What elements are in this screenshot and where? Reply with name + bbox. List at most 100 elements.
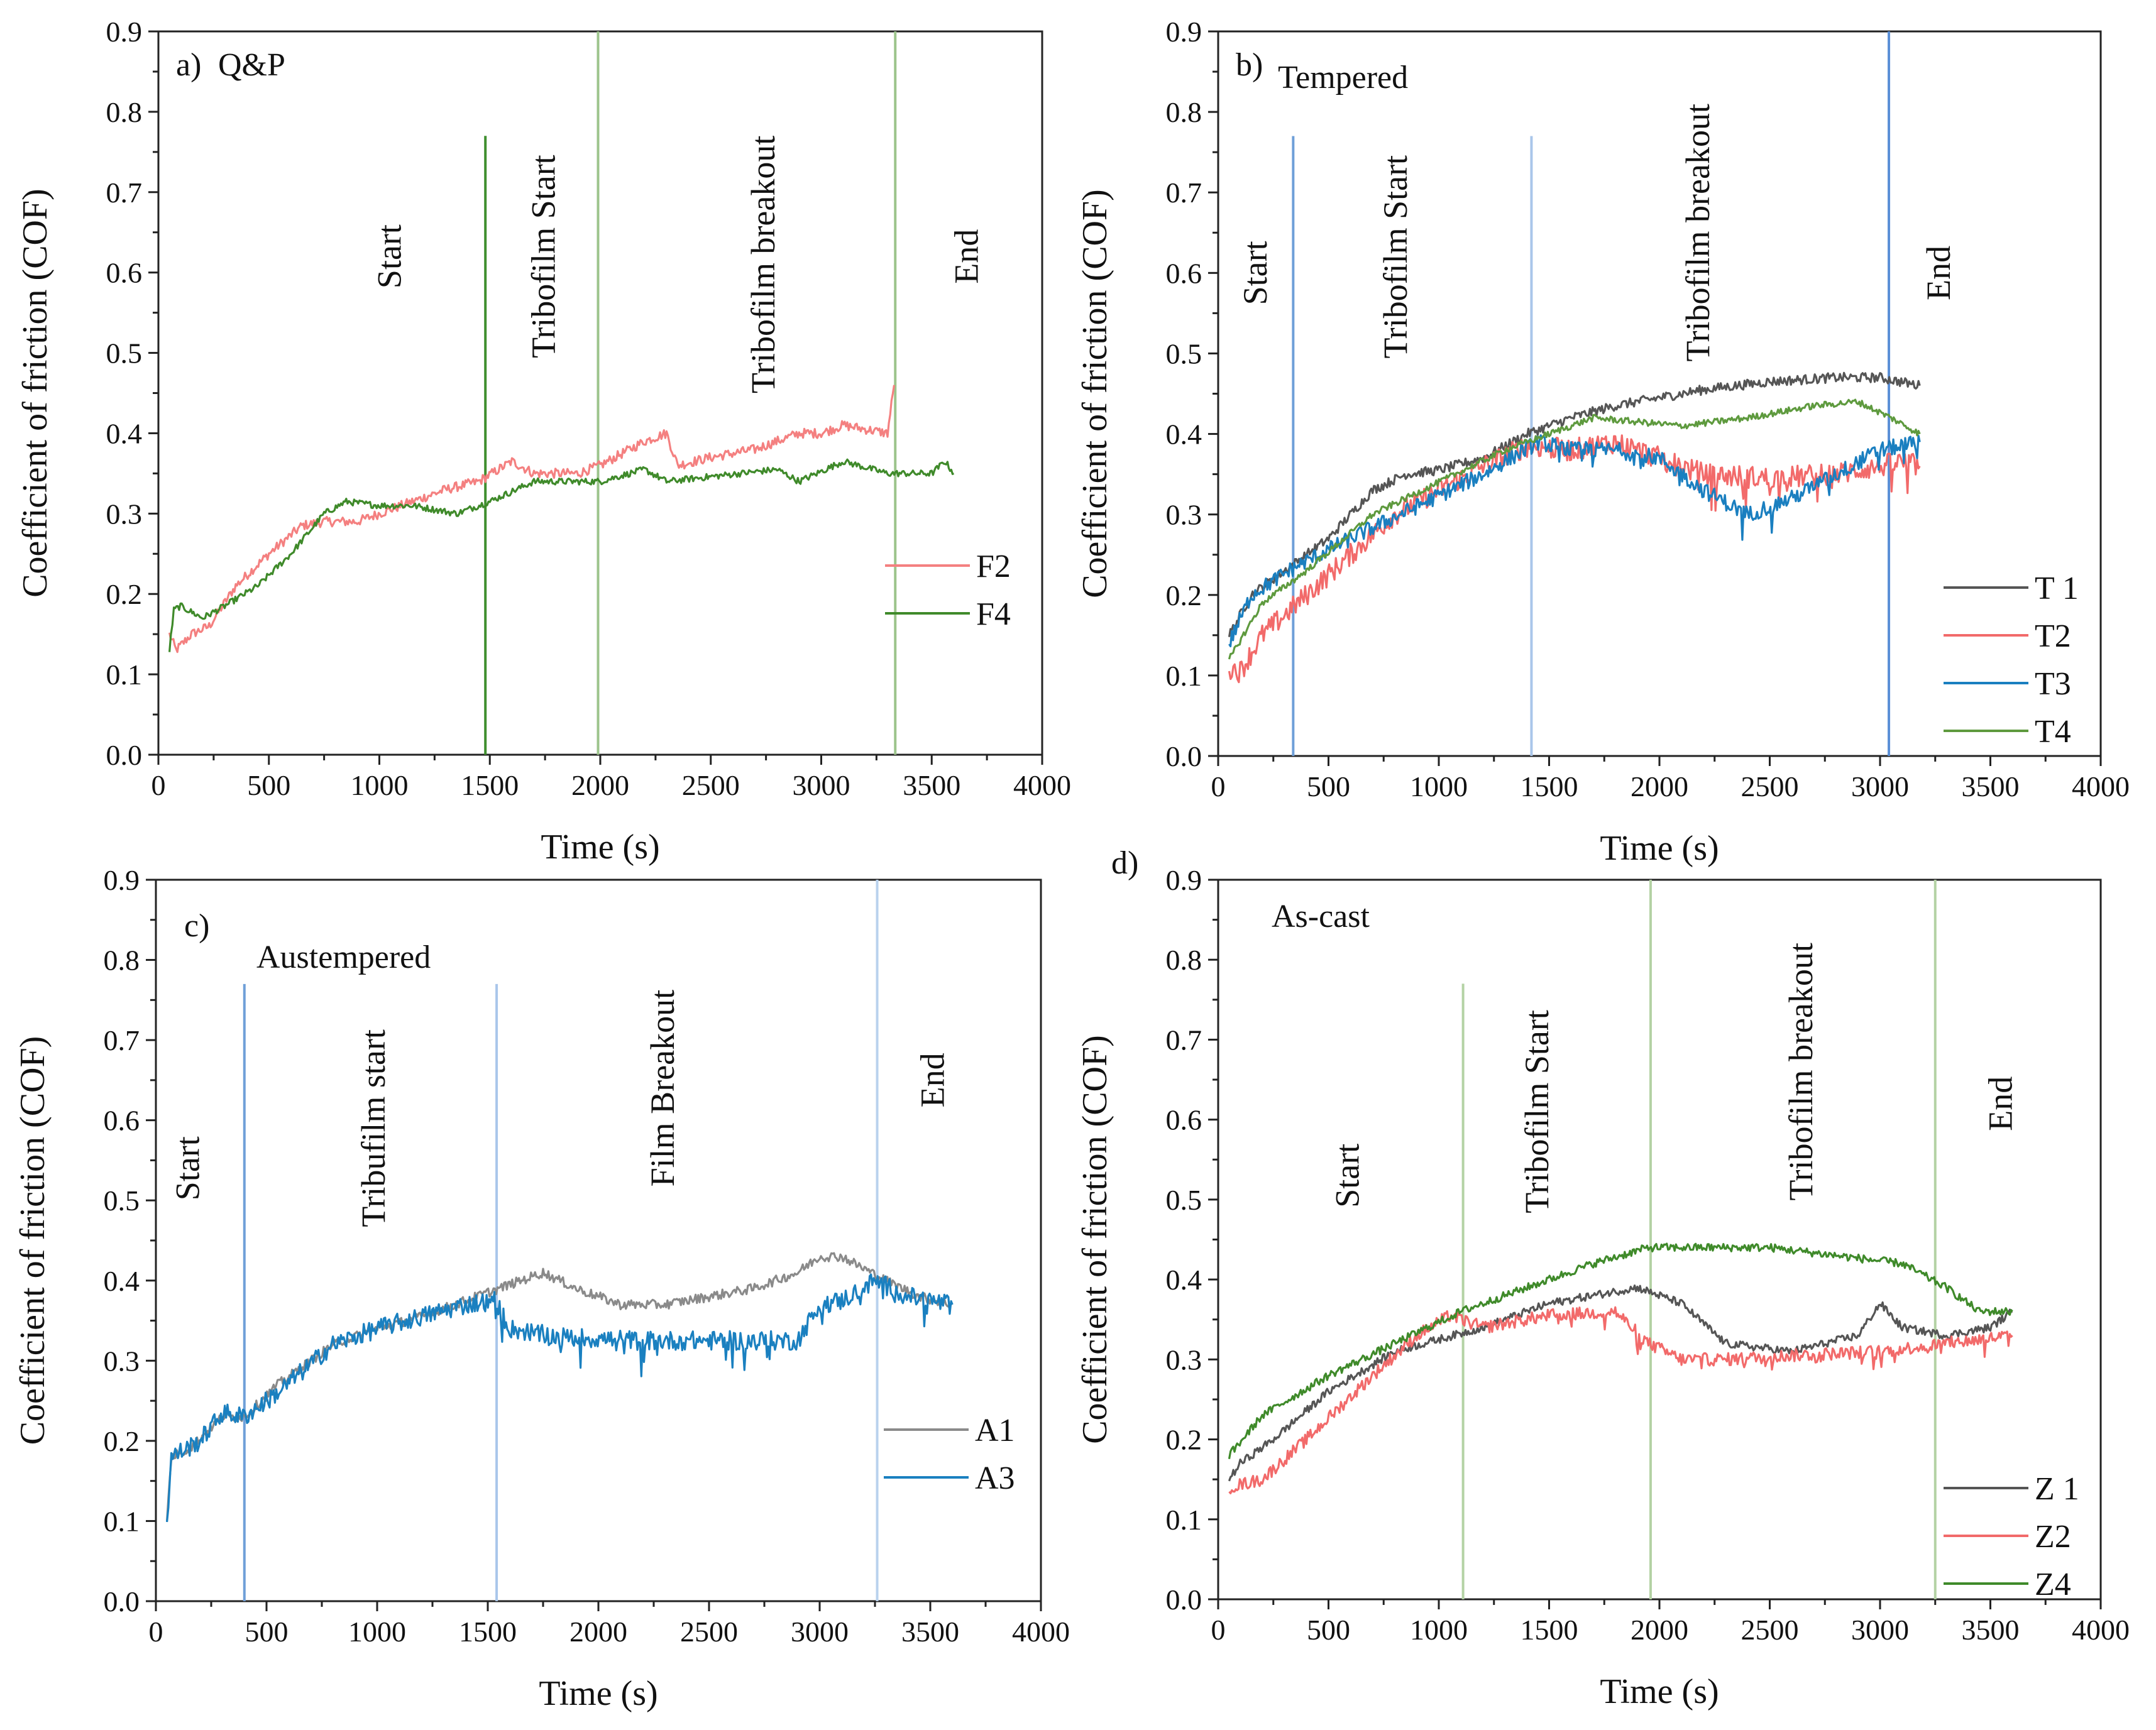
y-tick-label: 0.8 <box>1166 944 1202 976</box>
panel-title: Tempered <box>1278 60 1408 96</box>
y-tick-label: 0.1 <box>1166 660 1202 692</box>
y-axis-title: Coefficient of friction (COF) <box>16 189 55 598</box>
panel-title: As-cast <box>1272 899 1370 934</box>
x-tick-label: 3500 <box>1962 770 2020 802</box>
y-tick-label: 0.2 <box>104 1425 140 1457</box>
panel-label: d) <box>1111 845 1138 881</box>
y-axis-title: Coefficient of friction (COF) <box>1075 1035 1114 1444</box>
x-tick-label: 3500 <box>1962 1614 2020 1646</box>
x-tick-label: 2500 <box>682 769 740 801</box>
y-tick-label: 0.2 <box>1166 1424 1202 1456</box>
y-tick-label: 0.8 <box>104 944 140 977</box>
phase-annotation: End <box>947 229 985 284</box>
x-tick-label: 1500 <box>461 769 519 801</box>
y-tick-label: 0.3 <box>1166 499 1202 531</box>
y-axis-title: Coefficient of friction (COF) <box>1075 189 1114 598</box>
series-line-t1 <box>1228 371 1921 637</box>
phase-annotation: Start <box>1236 241 1274 305</box>
phase-annotation: Start <box>1329 1144 1367 1208</box>
x-tick-label: 3000 <box>793 769 850 801</box>
series-line-t4 <box>1228 398 1921 660</box>
y-tick-label: 0.5 <box>1166 1184 1202 1216</box>
legend-label: F4 <box>976 596 1011 632</box>
x-tick-label: 3000 <box>1851 770 1909 802</box>
x-axis-title: Time (s) <box>1600 1672 1719 1711</box>
x-tick-label: 2000 <box>571 769 629 801</box>
y-tick-label: 0.1 <box>1166 1504 1202 1536</box>
legend-label: T3 <box>2035 666 2071 702</box>
x-tick-label: 0 <box>149 1616 163 1648</box>
y-tick-label: 0.3 <box>1166 1344 1202 1376</box>
x-tick-label: 1000 <box>1410 1614 1468 1646</box>
x-tick-label: 500 <box>247 769 290 801</box>
y-tick-label: 0.1 <box>106 659 143 691</box>
x-tick-label: 1500 <box>459 1616 517 1648</box>
series-line-z1 <box>1228 1284 2013 1482</box>
legend-label: T 1 <box>2035 571 2079 606</box>
series-line-f2 <box>168 385 896 654</box>
x-tick-label: 0 <box>1211 770 1226 802</box>
x-tick-label: 1000 <box>1410 770 1468 802</box>
y-tick-label: 0.0 <box>1166 1584 1202 1616</box>
x-tick-label: 1500 <box>1521 770 1578 802</box>
phase-annotation: Tribofilm Start <box>1377 155 1414 359</box>
y-tick-label: 0.2 <box>106 578 143 610</box>
phase-annotation: Tribufilm start <box>355 1029 392 1227</box>
chart-panel-a: 0 500 1000 1500 2000 2500 3000 3500 4000 0.0 0.1 0.… <box>16 16 1071 867</box>
legend-label: T4 <box>2035 714 2071 750</box>
y-axis-title: Coefficient of friction (COF) <box>13 1036 52 1445</box>
y-tick-label: 0.9 <box>106 16 143 48</box>
phase-annotation: End <box>914 1053 952 1107</box>
x-tick-label: 500 <box>1307 770 1350 802</box>
legend-label: Z 1 <box>2035 1471 2079 1507</box>
x-tick-label: 500 <box>1307 1614 1350 1646</box>
phase-annotation: End <box>1981 1076 2019 1131</box>
series-line-t3 <box>1228 434 1921 648</box>
x-tick-label: 2500 <box>1741 770 1799 802</box>
x-tick-label: 1000 <box>348 1616 406 1648</box>
x-tick-label: 4000 <box>2072 1614 2130 1646</box>
x-tick-label: 2000 <box>1631 1614 1688 1646</box>
y-tick-label: 0.7 <box>1166 1024 1202 1056</box>
x-tick-label: 2000 <box>569 1616 627 1648</box>
x-tick-label: 3500 <box>903 769 960 801</box>
legend-label: T2 <box>2035 618 2071 654</box>
series-line-a3 <box>166 1273 954 1523</box>
series-line-t2 <box>1228 434 1921 684</box>
y-tick-label: 0.7 <box>1166 177 1202 209</box>
legend-label: A3 <box>975 1460 1015 1496</box>
y-tick-label: 0.4 <box>106 417 143 449</box>
x-tick-label: 2500 <box>680 1616 738 1648</box>
y-tick-label: 0.7 <box>106 177 143 209</box>
y-tick-label: 0.2 <box>1166 579 1202 611</box>
phase-annotation: Film Breakout <box>644 990 681 1186</box>
panel-label: c) <box>184 908 209 944</box>
y-tick-label: 0.4 <box>1166 419 1202 451</box>
y-tick-label: 0.0 <box>106 739 143 771</box>
x-tick-label: 4000 <box>1012 1616 1070 1648</box>
x-tick-label: 0 <box>151 769 166 801</box>
y-tick-label: 0.3 <box>106 498 143 530</box>
phase-annotation: Tribofilm breakout <box>744 136 782 393</box>
panel-title: Austempered <box>256 939 431 975</box>
series-line-f4 <box>168 458 955 652</box>
legend-label: Z2 <box>2035 1519 2071 1555</box>
y-tick-label: 0.4 <box>1166 1264 1202 1296</box>
y-tick-label: 0.6 <box>1166 1104 1202 1136</box>
x-tick-label: 2000 <box>1631 770 1688 802</box>
plot-frame <box>155 879 1042 1602</box>
x-tick-label: 4000 <box>2072 770 2130 802</box>
chart-panel-c: 0 500 1000 1500 2000 2500 3000 3500 4000 0.0 0.1 0.… <box>13 864 1070 1713</box>
x-tick-label: 3000 <box>1851 1614 1909 1646</box>
x-tick-label: 3000 <box>791 1616 849 1648</box>
series-line-z4 <box>1228 1242 2013 1459</box>
phase-annotation: Tribofilm Start <box>1518 1010 1556 1213</box>
y-tick-label: 0.0 <box>1166 740 1202 772</box>
y-tick-label: 0.9 <box>1166 864 1202 896</box>
x-tick-label: 500 <box>245 1616 289 1648</box>
x-tick-label: 3500 <box>901 1616 959 1648</box>
y-tick-label: 0.0 <box>104 1585 140 1618</box>
y-tick-label: 0.6 <box>106 257 143 289</box>
y-tick-label: 0.6 <box>104 1105 140 1137</box>
chart-panel-d: 0 500 1000 1500 2000 2500 3000 3500 4000 0.0 0.1 0.… <box>1075 845 2130 1711</box>
